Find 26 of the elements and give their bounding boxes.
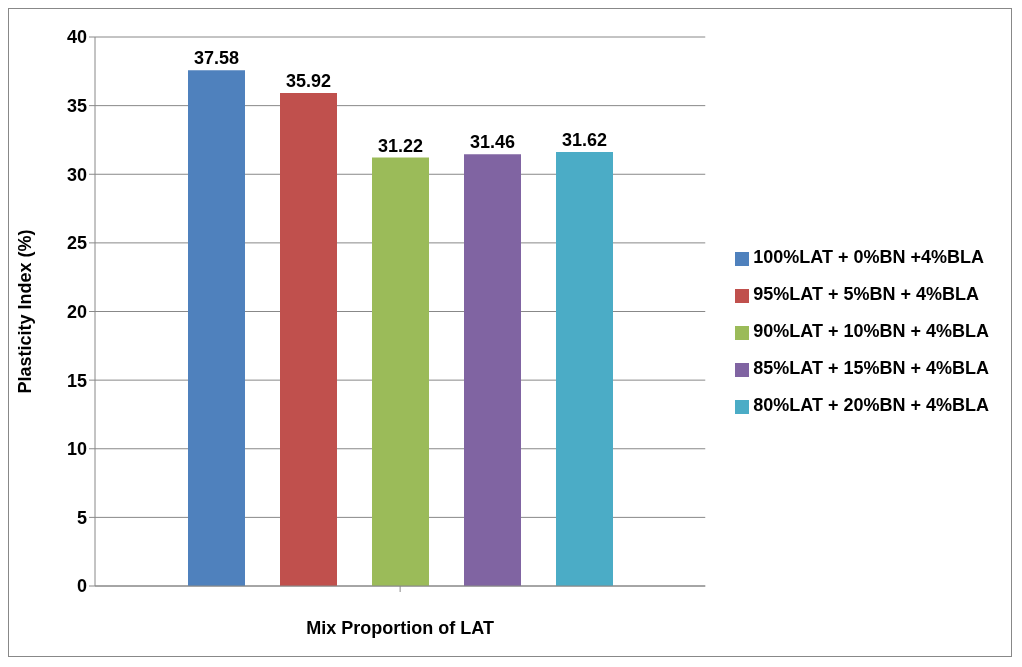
legend-label: 80%LAT + 20%BN + 4%BLA: [753, 395, 989, 415]
legend-label: 90%LAT + 10%BN + 4%BLA: [753, 321, 989, 341]
y-tick-label: 0: [76, 576, 87, 597]
bar: [372, 157, 429, 586]
y-tick-label: 25: [66, 233, 87, 254]
data-label: 37.58: [193, 48, 240, 69]
y-tick-label: 40: [66, 27, 87, 48]
data-label: 31.46: [469, 132, 516, 153]
y-tick-label: 5: [76, 507, 87, 528]
data-label: 31.62: [561, 130, 608, 151]
legend-label: 95%LAT + 5%BN + 4%BLA: [753, 284, 979, 304]
x-axis-title: Mix Proportion of LAT: [306, 618, 494, 638]
y-tick-label: 15: [66, 370, 87, 391]
bar: [556, 152, 613, 586]
bar: [280, 93, 337, 586]
legend-label: 100%LAT + 0%BN +4%BLA: [753, 247, 984, 267]
data-label: 31.22: [377, 135, 424, 156]
data-label: 35.92: [285, 71, 332, 91]
y-tick-label: 10: [66, 439, 87, 460]
y-axis-title: Plasticity Index (%): [15, 229, 36, 394]
bar: [464, 154, 521, 586]
y-tick-label: 30: [66, 164, 87, 185]
bar: [188, 70, 245, 586]
y-tick-label: 35: [66, 96, 87, 117]
y-tick-label: 20: [66, 301, 87, 322]
legend-label: 85%LAT + 15%BN + 4%BLA: [753, 358, 989, 378]
